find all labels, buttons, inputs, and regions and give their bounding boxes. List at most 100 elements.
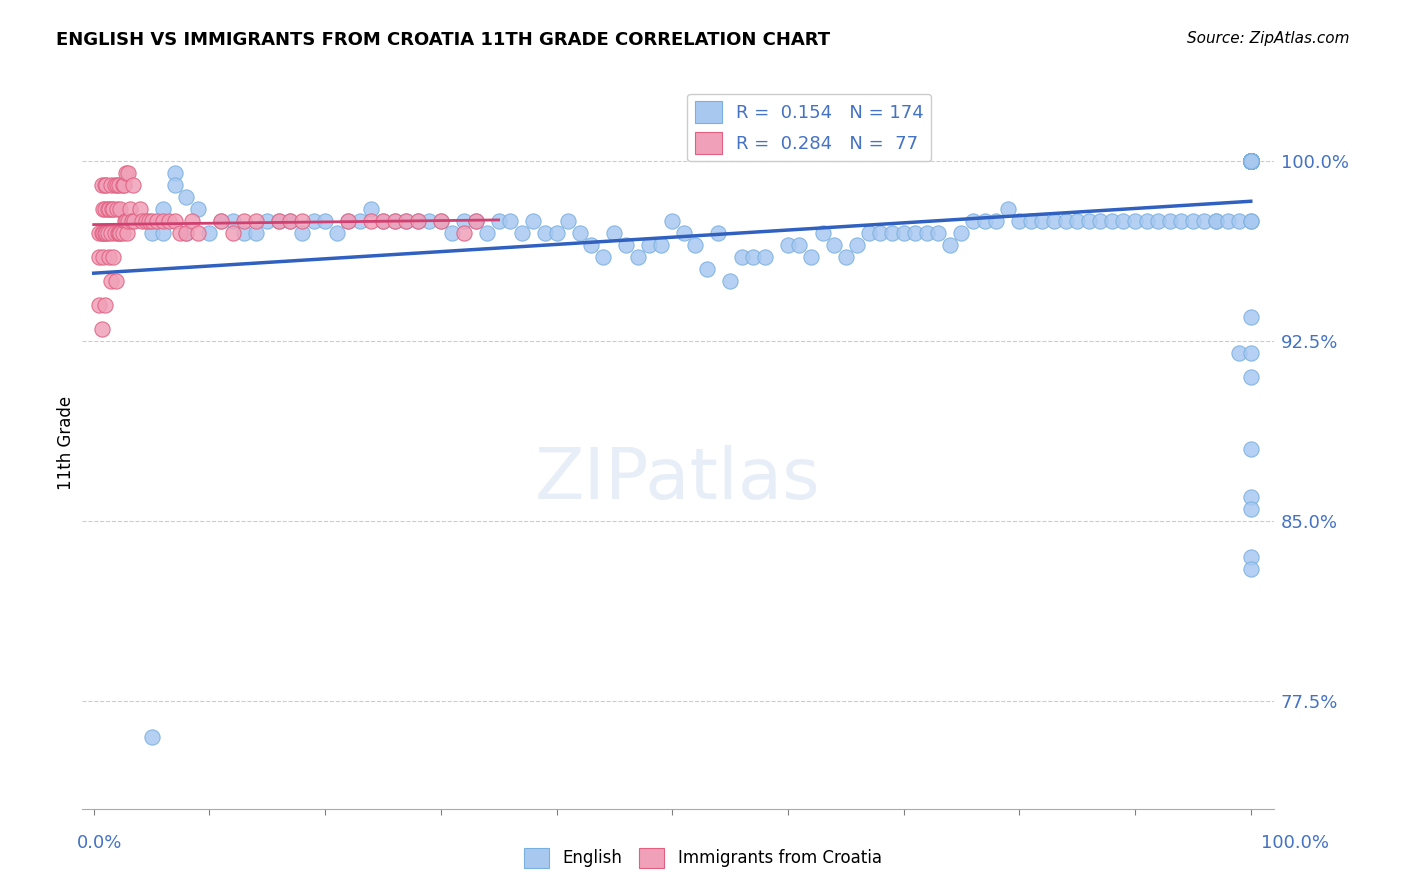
Point xyxy=(742,250,765,264)
Point xyxy=(1240,214,1263,228)
Point xyxy=(267,214,290,228)
Point xyxy=(1123,214,1146,228)
Point xyxy=(174,190,197,204)
Point xyxy=(103,227,125,241)
Point xyxy=(1019,214,1042,228)
Point xyxy=(1240,154,1263,169)
Point xyxy=(187,202,209,217)
Point xyxy=(1240,154,1263,169)
Point xyxy=(97,250,120,264)
Point xyxy=(880,227,903,241)
Point xyxy=(776,238,799,252)
Point xyxy=(1240,154,1263,169)
Point xyxy=(1240,154,1263,169)
Point xyxy=(754,250,776,264)
Point xyxy=(174,227,197,241)
Point xyxy=(221,227,243,241)
Point xyxy=(146,214,169,228)
Point xyxy=(115,166,138,180)
Text: 0.0%: 0.0% xyxy=(77,834,122,852)
Point xyxy=(638,238,661,252)
Point xyxy=(115,214,138,228)
Point xyxy=(1101,214,1123,228)
Point xyxy=(997,202,1019,217)
Point xyxy=(111,178,134,193)
Point xyxy=(406,214,429,228)
Point xyxy=(1147,214,1170,228)
Point xyxy=(1240,154,1263,169)
Point xyxy=(89,298,111,312)
Point xyxy=(950,227,973,241)
Point xyxy=(1240,370,1263,384)
Point xyxy=(1240,550,1263,565)
Point xyxy=(1240,154,1263,169)
Point xyxy=(337,214,360,228)
Point xyxy=(100,274,122,288)
Point xyxy=(100,178,122,193)
Point xyxy=(117,214,139,228)
Point xyxy=(614,238,637,252)
Point xyxy=(163,178,186,193)
Point xyxy=(110,202,132,217)
Point xyxy=(90,227,112,241)
Point xyxy=(131,214,153,228)
Point xyxy=(110,227,132,241)
Point xyxy=(91,227,114,241)
Point xyxy=(1240,154,1263,169)
Point xyxy=(823,238,845,252)
Point xyxy=(406,214,429,228)
Point xyxy=(1240,154,1263,169)
Point xyxy=(1240,154,1263,169)
Legend: English, Immigrants from Croatia: English, Immigrants from Croatia xyxy=(517,841,889,875)
Point xyxy=(1240,154,1263,169)
Point xyxy=(384,214,406,228)
Point xyxy=(141,227,163,241)
Point xyxy=(1240,154,1263,169)
Point xyxy=(1240,154,1263,169)
Point xyxy=(89,250,111,264)
Point xyxy=(280,214,302,228)
Point xyxy=(163,166,186,180)
Point xyxy=(893,227,915,241)
Point xyxy=(1240,154,1263,169)
Point xyxy=(592,250,614,264)
Point xyxy=(152,227,174,241)
Point xyxy=(129,826,152,840)
Point xyxy=(430,214,453,228)
Point xyxy=(789,238,811,252)
Point xyxy=(707,227,730,241)
Point xyxy=(1240,154,1263,169)
Point xyxy=(187,227,209,241)
Point xyxy=(1240,562,1263,576)
Point xyxy=(1240,154,1263,169)
Point xyxy=(209,214,232,228)
Point xyxy=(453,214,475,228)
Point xyxy=(696,262,718,277)
Point xyxy=(811,227,834,241)
Point xyxy=(105,178,128,193)
Point xyxy=(1240,154,1263,169)
Point xyxy=(1240,154,1263,169)
Point xyxy=(325,227,347,241)
Text: ZIPatlas: ZIPatlas xyxy=(536,445,821,515)
Point xyxy=(221,214,243,228)
Point xyxy=(112,178,135,193)
Point xyxy=(94,227,117,241)
Point xyxy=(418,214,440,228)
Point xyxy=(280,214,302,228)
Point xyxy=(1240,154,1263,169)
Point xyxy=(522,214,544,228)
Point xyxy=(1240,154,1263,169)
Point xyxy=(1240,154,1263,169)
Point xyxy=(1240,154,1263,169)
Point xyxy=(1240,154,1263,169)
Point xyxy=(986,214,1008,228)
Point xyxy=(291,227,314,241)
Point xyxy=(1240,154,1263,169)
Point xyxy=(141,730,163,744)
Text: 100.0%: 100.0% xyxy=(1261,834,1329,852)
Point xyxy=(103,250,125,264)
Point xyxy=(1240,154,1263,169)
Point xyxy=(1240,154,1263,169)
Point xyxy=(730,250,752,264)
